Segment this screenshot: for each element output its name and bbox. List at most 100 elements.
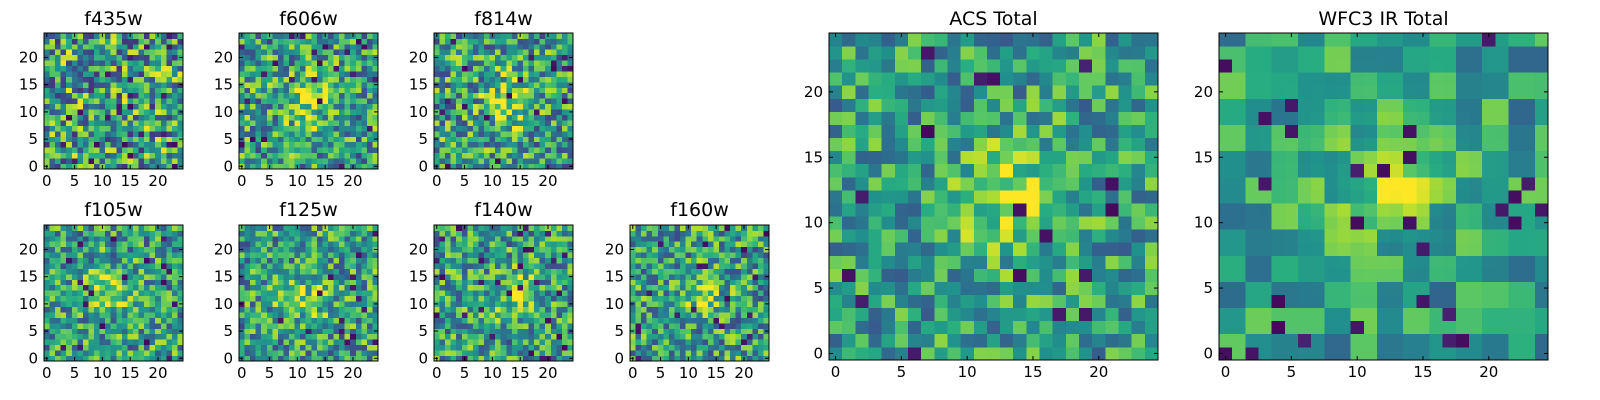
heatmap-cell: [105, 312, 112, 318]
heatmap-cell: [372, 241, 379, 248]
heatmap-cell: [522, 136, 529, 143]
heatmap-cell: [506, 120, 513, 126]
heatmap-cell: [49, 246, 56, 253]
heatmap-cell: [534, 163, 541, 170]
heatmap-cell: [646, 263, 653, 269]
heatmap-cell: [1013, 33, 1027, 47]
heatmap-cell: [71, 120, 78, 126]
heatmap-cell: [561, 65, 568, 72]
heatmap-cell: [316, 268, 323, 275]
heatmap-cell: [300, 350, 307, 356]
heatmap-cell: [144, 120, 151, 126]
heatmap-cell: [149, 235, 156, 242]
heatmap-cell: [82, 163, 89, 170]
heatmap-cell: [361, 92, 368, 99]
heatmap-cell: [127, 252, 134, 259]
heatmap-cell: [434, 230, 440, 237]
heatmap-cell: [489, 301, 496, 307]
heatmap-cell: [344, 230, 351, 237]
heatmap-cell: [868, 111, 883, 125]
heatmap-cells: [239, 33, 379, 170]
heatmap-cell: [545, 273, 552, 280]
heatmap-cell: [160, 268, 167, 275]
heatmap-cell: [121, 328, 128, 335]
heatmap-cell: [685, 246, 692, 253]
heatmap-cell: [461, 263, 468, 269]
heatmap-cell: [316, 38, 323, 45]
heatmap-cell: [506, 268, 513, 275]
heatmap-cell: [160, 65, 167, 72]
heatmap-cell: [272, 76, 279, 83]
heatmap-cell: [132, 312, 139, 318]
heatmap-cell: [138, 350, 145, 356]
heatmap-cell: [355, 141, 362, 148]
heatmap-cell: [166, 76, 173, 83]
heatmap-cell: [439, 54, 446, 61]
x-tick-label: 5: [656, 364, 666, 382]
heatmap-cell: [757, 241, 764, 248]
heatmap-cell: [489, 114, 496, 121]
heatmap-cell: [372, 268, 379, 275]
heatmap-cell: [311, 339, 318, 346]
heatmap-cell: [355, 355, 362, 362]
heatmap-cell: [450, 350, 457, 356]
heatmap-cell: [500, 235, 507, 242]
heatmap-cell: [1013, 320, 1027, 335]
heatmap-cell: [752, 301, 759, 307]
heatmap-cell: [277, 273, 284, 280]
heatmap-cell: [305, 158, 312, 164]
heatmap-cell: [138, 92, 145, 99]
heatmap-cell: [177, 252, 184, 259]
heatmap-cell: [456, 158, 463, 164]
heatmap-cell: [484, 136, 490, 143]
heatmap-cell: [894, 346, 909, 361]
heatmap-cell: [735, 322, 742, 329]
heatmap-cell: [489, 130, 496, 137]
heatmap-cell: [110, 322, 117, 329]
heatmap-cell: [333, 312, 340, 318]
heatmap-cell: [316, 284, 323, 291]
heatmap-cell: [261, 71, 268, 77]
heatmap-cell: [244, 230, 251, 237]
heatmap-cell: [534, 273, 541, 280]
heatmap-cell: [121, 136, 128, 143]
heatmap-cell: [467, 92, 474, 99]
heatmap-cell: [149, 301, 156, 307]
heatmap-cell: [960, 85, 975, 99]
heatmap-cell: [506, 54, 513, 61]
heatmap-cell: [663, 263, 670, 269]
heatmap-cell: [646, 344, 653, 351]
heatmap-cell: [741, 306, 748, 313]
heatmap-cell: [522, 147, 529, 154]
heatmap-cell: [907, 137, 922, 152]
heatmap-cell: [495, 257, 502, 264]
heatmap-cell: [635, 246, 642, 253]
heatmap-cell: [121, 49, 128, 56]
heatmap-cell: [528, 114, 535, 121]
heatmap-cell: [294, 284, 301, 291]
heatmap-cell: [132, 43, 139, 50]
heatmap-cell: [355, 246, 362, 253]
x-tick-label: 5: [70, 364, 80, 382]
heatmap-cell: [511, 98, 518, 105]
heatmap-cell: [155, 350, 162, 356]
heatmap-cell: [132, 87, 139, 94]
heatmap-cell: [439, 158, 446, 164]
heatmap-cell: [327, 60, 334, 67]
heatmap-cell: [311, 109, 318, 115]
heatmap-cell: [266, 65, 273, 72]
heatmap-cell: [149, 355, 156, 362]
heatmap-cell: [506, 312, 513, 318]
heatmap-cell: [166, 49, 173, 56]
heatmap-cell: [272, 98, 279, 105]
panel-title-f606w: f606w: [279, 8, 338, 30]
heatmap-cell: [561, 120, 568, 126]
heatmap-cell: [177, 279, 184, 286]
heatmap-cell: [277, 252, 284, 259]
heatmap-cell: [55, 306, 62, 313]
heatmap-cell: [277, 130, 284, 137]
heatmap-cell: [461, 333, 468, 340]
heatmap-cell: [49, 263, 56, 269]
heatmap-cell: [361, 273, 368, 280]
